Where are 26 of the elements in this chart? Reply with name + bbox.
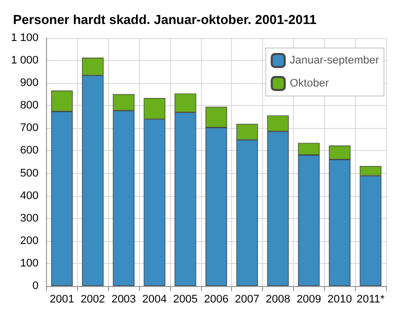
y-tick-label: 900	[20, 77, 39, 90]
x-tick-label: 2007	[234, 294, 260, 306]
x-tick-label: 2004	[142, 294, 167, 306]
y-tick-label: 200	[20, 234, 39, 247]
y-tick-label: 400	[20, 190, 39, 202]
y-tick-label: 500	[20, 167, 39, 180]
y-tick-label: 300	[20, 212, 39, 224]
chart-title: Personer hardt skadd. Januar-oktober. 2001-2011	[13, 12, 316, 27]
x-tick-label: 2009	[296, 294, 322, 306]
y-tick-label: 600	[20, 144, 39, 157]
y-tick-label: 800	[20, 100, 39, 112]
x-tick-label: 2008	[266, 294, 290, 306]
x-tick-label: 2011*	[356, 294, 386, 306]
y-tick-label: 1 100	[10, 32, 39, 44]
legend-label: Oktober	[290, 78, 330, 90]
x-tick-label: 2005	[173, 294, 198, 306]
y-tick-label: 700	[20, 122, 39, 134]
legend-label: Januar-september	[290, 54, 380, 66]
y-tick-label: 100	[20, 257, 39, 270]
x-tick-label: 2003	[111, 294, 136, 306]
x-tick-label: 2010	[327, 294, 352, 306]
x-tick-label: 2002	[80, 294, 106, 306]
y-tick-label: 1 000	[10, 54, 39, 67]
x-tick-label: 2001	[50, 294, 74, 306]
y-tick-label: 0	[32, 280, 39, 292]
x-tick-label: 2006	[204, 294, 229, 306]
